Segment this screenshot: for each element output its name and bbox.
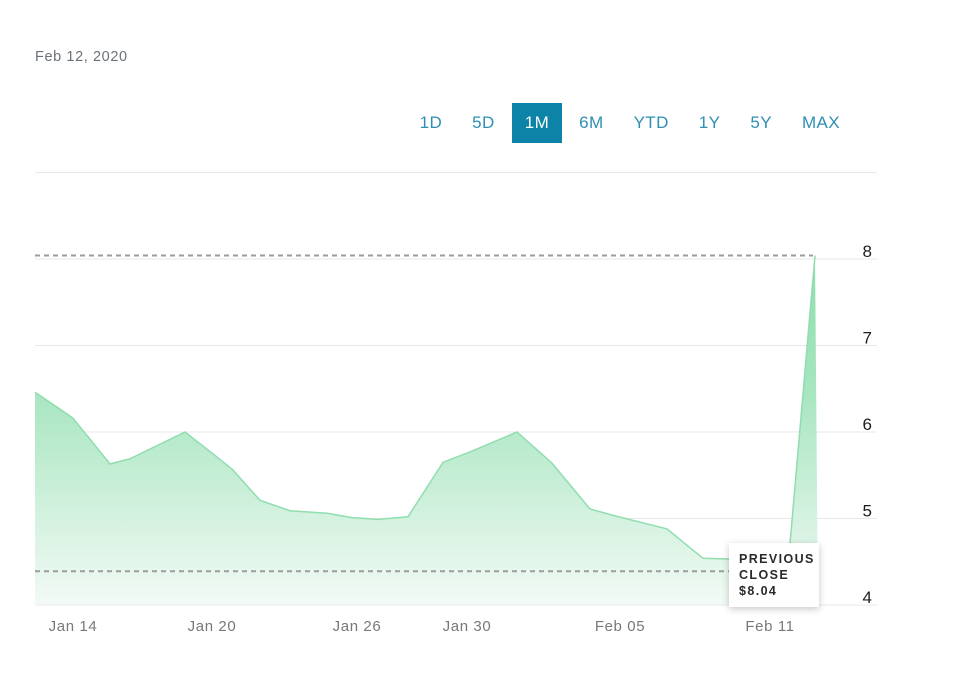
range-tab-ytd[interactable]: YTD xyxy=(633,113,669,132)
range-tab-5d[interactable]: 5D xyxy=(472,113,495,132)
x-tick-label-feb-05: Feb 05 xyxy=(595,618,645,635)
tooltip-label: PREVIOUS CLOSE xyxy=(739,552,815,582)
range-tab-6m[interactable]: 6M xyxy=(579,113,604,132)
range-tab-1m[interactable]: 1M xyxy=(511,103,563,143)
previous-close-tooltip: PREVIOUS CLOSE $8.04 xyxy=(729,543,819,607)
x-tick-label-jan-26: Jan 26 xyxy=(333,618,382,635)
x-tick-label-jan-20: Jan 20 xyxy=(188,618,237,635)
x-tick-label-feb-11: Feb 11 xyxy=(745,618,794,635)
y-tick-label-8: 8 xyxy=(863,242,872,261)
y-tick-label-6: 6 xyxy=(863,415,872,434)
x-axis-labels: Jan 14 Jan 20 Jan 26 Jan 30 Feb 05 Feb 11 xyxy=(49,618,794,635)
y-gridlines xyxy=(35,172,877,606)
x-tick-label-jan-14: Jan 14 xyxy=(49,618,98,635)
range-tab-1y[interactable]: 1Y xyxy=(698,113,721,132)
date-label: Feb 12, 2020 xyxy=(35,49,128,65)
range-tab-1d[interactable]: 1D xyxy=(419,113,443,132)
range-tab-5y[interactable]: 5Y xyxy=(750,113,772,132)
y-tick-label-5: 5 xyxy=(863,502,872,521)
range-tabs: 1D 5D 1M 6M YTD 1Y 5Y MAX xyxy=(407,103,853,143)
price-line xyxy=(34,255,816,568)
y-tick-label-7: 7 xyxy=(863,329,872,348)
y-axis-labels: 8 7 6 5 4 xyxy=(863,242,872,607)
range-tab-max[interactable]: MAX xyxy=(801,113,840,132)
x-tick-label-jan-30: Jan 30 xyxy=(443,618,492,635)
y-tick-label-4: 4 xyxy=(863,588,872,607)
price-area xyxy=(35,255,818,604)
tooltip-value: $8.04 xyxy=(739,584,778,598)
